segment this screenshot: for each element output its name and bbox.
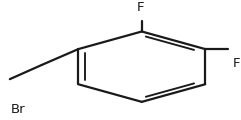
Text: F: F — [137, 1, 144, 15]
Text: F: F — [233, 57, 240, 70]
Text: Br: Br — [11, 103, 25, 116]
